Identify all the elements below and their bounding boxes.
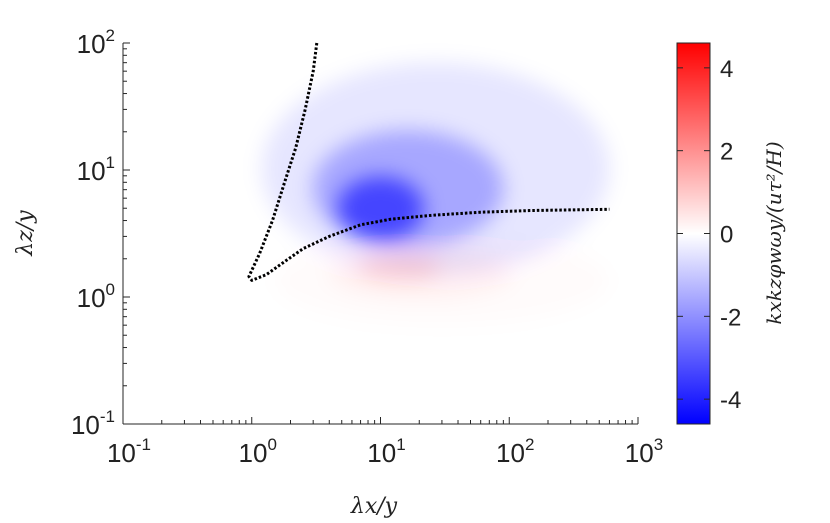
- colorbar-tick-label: 0: [720, 222, 733, 249]
- y-axis-label: λz/y: [13, 210, 38, 257]
- x-axis-label: λx/y: [350, 494, 398, 519]
- x-tick-label: 100: [239, 435, 277, 468]
- colorbar: -4 -2 0 2 4: [676, 42, 741, 425]
- x-tick-label: 101: [367, 435, 405, 468]
- x-tick-label: 102: [496, 435, 534, 468]
- heatmap-region-positive-core: [357, 254, 442, 282]
- heatmap-field: [261, 62, 610, 299]
- y-tick-label: 101: [77, 153, 115, 186]
- colorbar-label: kxkzφwωy/(uτ²/H): [762, 141, 786, 324]
- colorbar-tick-label: -2: [720, 304, 741, 331]
- colorbar-tick-label: 4: [720, 56, 733, 83]
- axes: 10-1 100 101 102 103 10-1 100 101 102: [71, 26, 663, 468]
- x-tick-label: 103: [625, 435, 663, 468]
- colorbar-tick-label: -4: [720, 387, 741, 414]
- colorbar-tick-label: 2: [720, 139, 733, 166]
- heatmap-region-negative-core: [337, 176, 424, 241]
- y-tick-label: 100: [77, 280, 115, 313]
- x-tick-label: 10-1: [107, 435, 151, 468]
- y-tick-label: 102: [77, 26, 115, 59]
- y-tick-label: 10-1: [71, 407, 115, 440]
